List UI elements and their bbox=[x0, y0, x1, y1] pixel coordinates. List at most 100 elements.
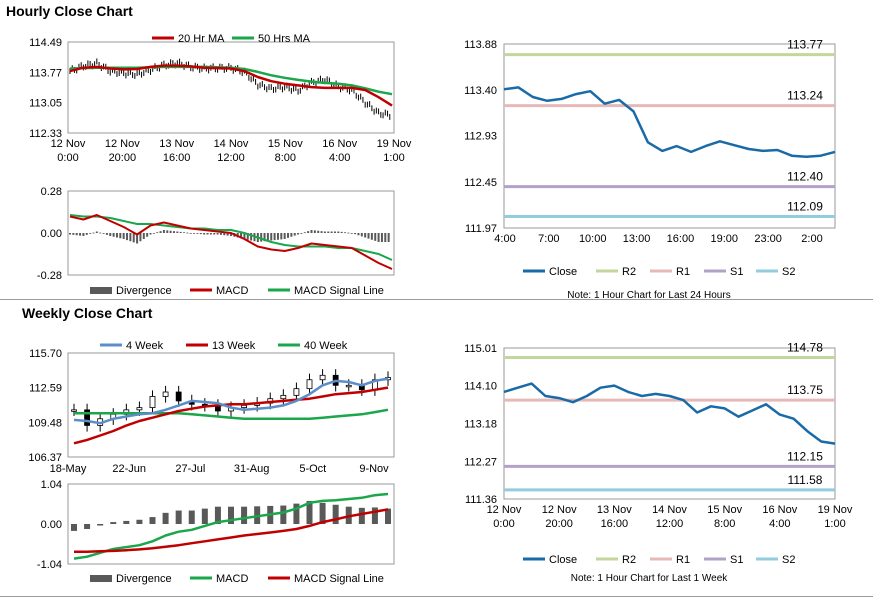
hourly-divergence-bar-7 bbox=[92, 232, 95, 234]
hourly-macd-ytick-1: 0.00 bbox=[41, 228, 62, 240]
section-divider-top bbox=[0, 299, 873, 300]
hourly-24h-r2-level-label: 113.77 bbox=[787, 38, 823, 52]
weekly-1w-r1-level-label: 113.75 bbox=[787, 383, 823, 397]
hourly-divergence-bar-67 bbox=[293, 233, 296, 236]
hourly-24h-xtick-1: 7:00 bbox=[538, 233, 559, 245]
hourly-divergence-bar-38 bbox=[196, 233, 199, 234]
weekly-price-xtick-4: 5-Oct bbox=[299, 463, 326, 475]
weekly-price-frame bbox=[67, 352, 395, 458]
hourly-divergence-bar-65 bbox=[287, 233, 290, 238]
hourly-divergence-bar-57 bbox=[260, 233, 263, 242]
hourly-price-xtick-time-2: 16:00 bbox=[163, 152, 191, 164]
weekly-legend-4week-label: 4 Week bbox=[126, 340, 164, 352]
hourly-divergence-bar-1 bbox=[72, 233, 75, 235]
hourly-divergence-bar-85 bbox=[354, 233, 357, 235]
weekly-1w-ytick-4: 111.36 bbox=[465, 494, 497, 506]
hourly-divergence-bar-15 bbox=[119, 233, 122, 239]
weekly-1w-frame bbox=[503, 347, 836, 500]
weekly-divergence-bar-17 bbox=[293, 503, 300, 524]
weekly-divergence-bar-23 bbox=[371, 507, 378, 524]
hourly-divergence-bar-23 bbox=[146, 233, 149, 237]
weekly-1w-ytick-3: 112.27 bbox=[464, 456, 497, 468]
weekly-divergence-bar-0 bbox=[71, 524, 77, 531]
hourly-divergence-bar-20 bbox=[136, 233, 139, 244]
weekly-legend-divergence-swatch bbox=[90, 575, 112, 582]
hourly-divergence-bar-71 bbox=[307, 231, 310, 233]
weekly-title: Weekly Close Chart bbox=[22, 305, 153, 321]
hourly-divergence-bar-75 bbox=[320, 231, 323, 233]
weekly-divergence-bar-19 bbox=[319, 502, 326, 524]
hourly-divergence-bar-53 bbox=[246, 233, 249, 240]
hourly-24h-note: Note: 1 Hour Chart for Last 24 Hours bbox=[567, 290, 730, 301]
hourly-divergence-bar-37 bbox=[193, 233, 196, 234]
weekly-13week-line bbox=[73, 386, 389, 445]
hourly-divergence-bar-12 bbox=[109, 233, 112, 236]
hourly-divergence-bar-40 bbox=[203, 233, 206, 235]
weekly-macd-signal-line bbox=[74, 508, 389, 553]
hourly-divergence-bar-2 bbox=[75, 233, 78, 236]
hourly-divergence-bar-58 bbox=[263, 233, 266, 242]
hourly-divergence-bar-91 bbox=[374, 233, 377, 241]
weekly-1w-ytick-0: 115.01 bbox=[464, 343, 497, 355]
hourly-divergence-bar-82 bbox=[344, 232, 347, 234]
weekly-divergence-bar-22 bbox=[358, 507, 365, 524]
hourly-divergence-bar-70 bbox=[303, 232, 306, 234]
hourly-24h-ytick-0: 113.88 bbox=[464, 39, 497, 51]
hourly-divergence-bar-45 bbox=[219, 233, 222, 235]
weekly-1w-note: Note: 1 Hour Chart for Last 1 Week bbox=[571, 573, 729, 584]
hourly-divergence-bar-88 bbox=[364, 233, 367, 238]
weekly-1w-xtick-date-1: 12 Nov bbox=[542, 504, 577, 516]
hourly-divergence-bar-31 bbox=[172, 231, 175, 233]
hourly-divergence-bar-9 bbox=[99, 232, 102, 234]
hourly-legend-20hr-label: 20 Hr MA bbox=[178, 33, 225, 45]
hourly-price-xtick-date-1: 12 Nov bbox=[105, 138, 140, 150]
hourly-price-xtick-date-0: 12 Nov bbox=[51, 138, 86, 150]
hourly-divergence-bar-79 bbox=[333, 231, 336, 233]
weekly-1w-xtick-time-4: 8:00 bbox=[714, 518, 735, 530]
weekly-price-candle-5 bbox=[136, 407, 143, 411]
weekly-price-candle-6 bbox=[149, 396, 156, 409]
hourly-divergence-bar-59 bbox=[266, 233, 269, 241]
weekly-legend-40week-label: 40 Week bbox=[304, 340, 348, 352]
hourly-divergence-bar-18 bbox=[129, 233, 132, 242]
hourly-divergence-bar-3 bbox=[79, 233, 82, 236]
weekly-1w-xtick-time-6: 1:00 bbox=[824, 518, 845, 530]
weekly-1w-xtick-date-6: 19 Nov bbox=[818, 504, 853, 516]
hourly-divergence-bar-48 bbox=[230, 233, 232, 236]
hourly-price-frame bbox=[67, 41, 395, 134]
hourly-divergence-bar-89 bbox=[367, 233, 370, 239]
hourly-price-ytick-0: 114.49 bbox=[29, 37, 62, 49]
hourly-macd-ytick-0: 0.28 bbox=[41, 186, 62, 198]
weekly-price-ytick-0: 115.70 bbox=[29, 348, 62, 360]
hourly-legend-signal-label: MACD Signal Line bbox=[294, 285, 384, 297]
hourly-price-xtick-date-3: 14 Nov bbox=[214, 138, 249, 150]
hourly-divergence-bar-78 bbox=[330, 231, 333, 233]
hourly-divergence-bar-43 bbox=[213, 233, 216, 235]
section-divider-bottom bbox=[0, 596, 873, 597]
hourly-divergence-bar-13 bbox=[112, 233, 115, 237]
weekly-1w-legend-s1-label: S1 bbox=[730, 554, 743, 566]
hourly-divergence-bar-52 bbox=[243, 233, 246, 239]
hourly-price-xtick-time-1: 20:00 bbox=[109, 152, 137, 164]
hourly-divergence-bar-83 bbox=[347, 232, 350, 234]
hourly-price-xtick-time-0: 0:00 bbox=[57, 152, 78, 164]
hourly-divergence-bar-60 bbox=[270, 233, 273, 241]
hourly-divergence-bar-42 bbox=[209, 233, 212, 235]
hourly-divergence-bar-35 bbox=[186, 232, 189, 234]
weekly-price-candle-8 bbox=[175, 391, 182, 402]
weekly-macd-frame bbox=[67, 483, 395, 565]
weekly-4week-line bbox=[73, 377, 389, 425]
hourly-divergence-bar-54 bbox=[250, 233, 253, 241]
hourly-divergence-bar-0 bbox=[69, 233, 71, 235]
weekly-1w-xtick-date-4: 15 Nov bbox=[707, 504, 742, 516]
weekly-price-candle-16 bbox=[280, 394, 287, 400]
hourly-price-xtick-time-6: 1:00 bbox=[383, 152, 404, 164]
hourly-divergence-bar-5 bbox=[85, 233, 88, 235]
hourly-divergence-bar-26 bbox=[156, 232, 159, 234]
weekly-1w-legend-r2-label: R2 bbox=[622, 554, 636, 566]
weekly-1w-legend-s2-label: S2 bbox=[782, 554, 795, 566]
weekly-1w-xtick-time-5: 4:00 bbox=[769, 518, 790, 530]
hourly-divergence-bar-76 bbox=[323, 231, 326, 233]
hourly-divergence-bar-84 bbox=[350, 233, 353, 234]
hourly-divergence-bar-66 bbox=[290, 233, 293, 237]
